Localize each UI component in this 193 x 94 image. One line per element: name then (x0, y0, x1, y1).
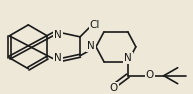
Text: N: N (54, 53, 62, 63)
Text: Cl: Cl (90, 20, 100, 30)
Text: N: N (87, 41, 95, 51)
Text: O: O (146, 70, 154, 80)
Text: N: N (54, 30, 62, 40)
Text: O: O (110, 83, 118, 93)
Text: N: N (124, 53, 132, 63)
